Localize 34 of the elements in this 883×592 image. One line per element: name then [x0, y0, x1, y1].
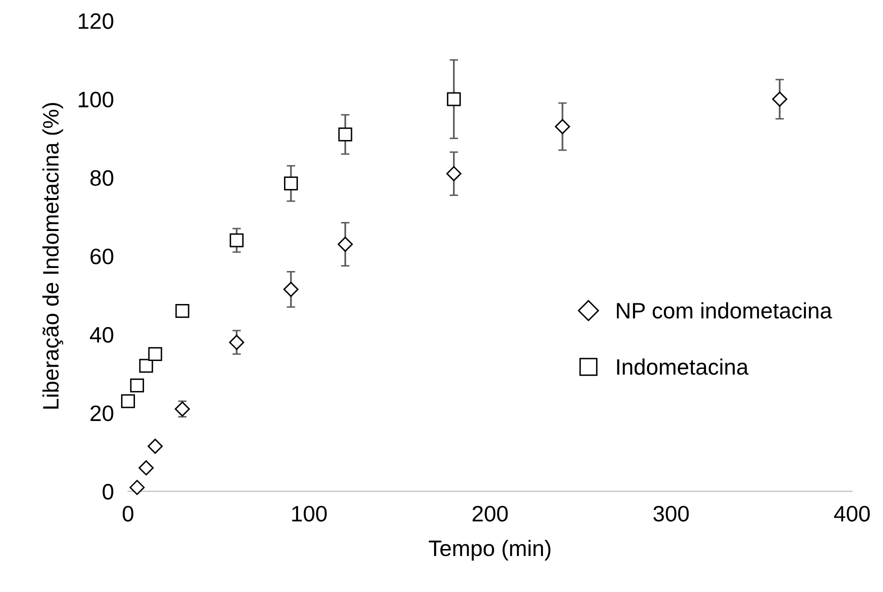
x-tick-label: 100	[292, 506, 327, 522]
point	[130, 378, 144, 392]
point	[338, 236, 353, 252]
point	[772, 92, 788, 107]
y-tick-label: 40	[90, 327, 114, 343]
x-tick-label: 400	[834, 506, 870, 522]
y-tick-label: 60	[90, 248, 114, 264]
point	[284, 176, 298, 190]
point	[446, 92, 461, 106]
y-tick-label: 100	[78, 92, 114, 108]
legend-label: Indometacina	[617, 358, 749, 375]
point	[138, 460, 154, 476]
point	[446, 166, 462, 182]
x-tick-label: 300	[653, 506, 689, 522]
x-tick-label: 200	[472, 506, 508, 522]
x-tick-label: 0	[122, 506, 134, 522]
y-axis-title: Liberação de Indometacina (%)	[42, 102, 64, 409]
y-tick-label: 0	[102, 484, 114, 500]
point	[338, 128, 352, 142]
y-tick-label: 20	[90, 405, 114, 422]
point	[283, 282, 299, 297]
point	[148, 347, 162, 362]
point	[230, 233, 244, 248]
point	[175, 304, 190, 318]
point	[229, 334, 244, 350]
y-tick-label: 80	[90, 170, 114, 186]
point	[130, 480, 145, 496]
legend-label: NP com indometacina	[616, 302, 832, 319]
point	[554, 119, 570, 134]
point	[139, 358, 154, 373]
x-axis-title: Tempo (min)	[428, 540, 550, 561]
point	[148, 438, 163, 454]
y-tick-label: 120	[78, 13, 114, 29]
point	[121, 394, 135, 408]
